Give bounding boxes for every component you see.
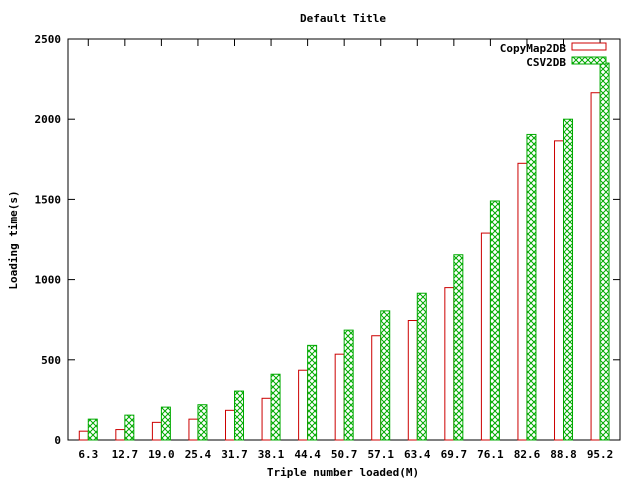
- x-tick-label: 95.2: [587, 448, 614, 461]
- x-tick-label: 6.3: [78, 448, 98, 461]
- x-tick-label: 19.0: [148, 448, 175, 461]
- bar-copymap2db: [78, 430, 89, 441]
- bar-csv2db: [87, 418, 98, 441]
- bar-csv2db: [270, 373, 281, 441]
- bar-csv2db: [416, 292, 427, 441]
- bar-copymap2db: [151, 421, 162, 441]
- x-tick-label: 88.8: [550, 448, 577, 461]
- x-tick-label: 69.7: [441, 448, 468, 461]
- y-tick-label: 0: [54, 434, 61, 447]
- legend-label-copymap2db: CopyMap2DB: [500, 42, 567, 55]
- bar-csv2db: [380, 310, 391, 441]
- bar-csv2db: [599, 62, 610, 441]
- legend-swatch-csv2db: [571, 56, 607, 65]
- bar-csv2db: [526, 133, 537, 441]
- y-tick-label: 1500: [35, 193, 62, 206]
- x-tick-label: 38.1: [258, 448, 285, 461]
- y-axis-ticks: 0 500 1000 1500 2000 2500: [35, 33, 620, 447]
- bar-copymap2db: [115, 429, 126, 441]
- bar-csv2db: [343, 329, 354, 441]
- y-tick-label: 2500: [35, 33, 62, 46]
- bar-csv2db: [489, 200, 500, 441]
- y-tick-label: 500: [41, 354, 61, 367]
- bar-copymap2db: [407, 320, 418, 441]
- bar-csv2db: [160, 406, 171, 441]
- bar-csv2db: [563, 118, 574, 441]
- bars: [78, 62, 610, 441]
- x-tick-label: 63.4: [404, 448, 431, 461]
- x-tick-label: 82.6: [514, 448, 541, 461]
- legend: CopyMap2DB CSV2DB: [500, 42, 607, 69]
- legend-label-csv2db: CSV2DB: [526, 56, 566, 69]
- bar-csv2db: [307, 344, 318, 441]
- y-tick-label: 2000: [35, 113, 62, 126]
- x-tick-label: 25.4: [185, 448, 212, 461]
- x-tick-label: 31.7: [221, 448, 248, 461]
- bar-copymap2db: [590, 92, 601, 441]
- legend-swatch-copymap2db: [571, 42, 607, 51]
- x-tick-label: 44.4: [294, 448, 321, 461]
- bar-csv2db: [124, 414, 135, 441]
- bar-copymap2db: [480, 232, 491, 441]
- x-tick-label: 76.1: [477, 448, 504, 461]
- x-tick-label: 12.7: [112, 448, 139, 461]
- x-tick-label: 50.7: [331, 448, 358, 461]
- chart-title: Default Title: [300, 12, 386, 25]
- bar-copymap2db: [261, 397, 272, 441]
- x-tick-label: 57.1: [367, 448, 394, 461]
- bar-copymap2db: [517, 162, 528, 441]
- y-tick-label: 1000: [35, 274, 62, 287]
- bar-csv2db: [234, 390, 245, 441]
- bar-csv2db: [197, 404, 208, 441]
- y-axis-label: Loading time(s): [7, 190, 20, 289]
- bar-copymap2db: [225, 409, 236, 441]
- bar-csv2db: [453, 254, 464, 441]
- bar-copymap2db: [188, 418, 199, 441]
- bar-copymap2db: [554, 140, 565, 441]
- bar-copymap2db: [298, 369, 309, 441]
- bar-copymap2db: [334, 353, 345, 441]
- bar-copymap2db: [444, 287, 455, 441]
- x-axis-label: Triple number loaded(M): [267, 466, 419, 479]
- bar-copymap2db: [371, 335, 382, 441]
